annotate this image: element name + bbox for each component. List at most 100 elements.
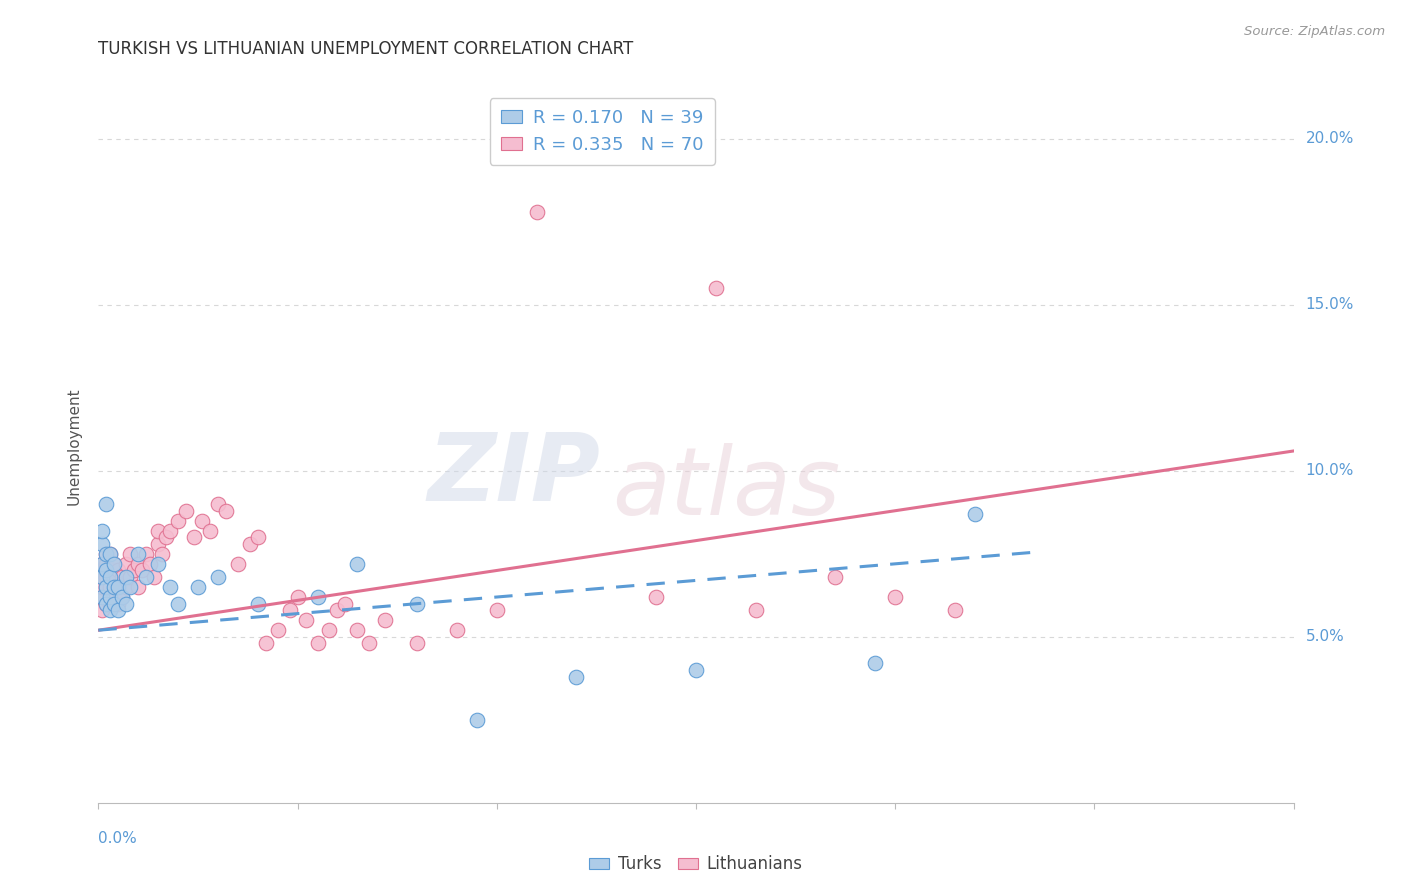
Point bbox=[107, 597, 129, 611]
Point bbox=[406, 597, 429, 611]
Point bbox=[167, 597, 190, 611]
Point bbox=[346, 557, 368, 571]
Point bbox=[98, 603, 122, 617]
Point bbox=[884, 590, 907, 604]
Point bbox=[465, 713, 488, 727]
Point bbox=[187, 580, 209, 594]
Point bbox=[98, 547, 122, 561]
Point bbox=[215, 504, 238, 518]
Point bbox=[150, 547, 173, 561]
Point bbox=[287, 590, 309, 604]
Point bbox=[226, 557, 249, 571]
Point bbox=[96, 597, 118, 611]
Point bbox=[198, 524, 221, 538]
Legend: Turks, Lithuanians: Turks, Lithuanians bbox=[583, 849, 808, 880]
Point bbox=[96, 570, 118, 584]
Point bbox=[278, 603, 301, 617]
Point bbox=[159, 524, 181, 538]
Point bbox=[139, 557, 162, 571]
Point bbox=[91, 524, 114, 538]
Point bbox=[143, 570, 166, 584]
Point bbox=[96, 580, 118, 594]
Text: atlas: atlas bbox=[612, 443, 841, 534]
Y-axis label: Unemployment: Unemployment bbox=[66, 387, 82, 505]
Point bbox=[318, 624, 340, 638]
Point bbox=[120, 570, 142, 584]
Point bbox=[485, 603, 508, 617]
Point bbox=[159, 580, 181, 594]
Point bbox=[565, 670, 588, 684]
Point bbox=[191, 514, 214, 528]
Point bbox=[131, 564, 153, 578]
Point bbox=[111, 590, 134, 604]
Point bbox=[96, 580, 118, 594]
Text: 5.0%: 5.0% bbox=[1305, 630, 1344, 644]
Point bbox=[98, 547, 122, 561]
Point bbox=[526, 205, 548, 219]
Point bbox=[96, 564, 118, 578]
Point bbox=[374, 613, 396, 627]
Point bbox=[167, 514, 190, 528]
Point bbox=[96, 557, 118, 571]
Point bbox=[254, 636, 277, 650]
Point bbox=[98, 597, 122, 611]
Point bbox=[127, 557, 149, 571]
Point bbox=[207, 570, 229, 584]
Point bbox=[406, 636, 429, 650]
Point bbox=[294, 613, 316, 627]
Point bbox=[307, 636, 329, 650]
Point bbox=[824, 570, 846, 584]
Point bbox=[115, 557, 138, 571]
Point bbox=[96, 547, 118, 561]
Point bbox=[103, 590, 125, 604]
Point bbox=[446, 624, 468, 638]
Point bbox=[98, 590, 122, 604]
Point bbox=[96, 597, 118, 611]
Point bbox=[174, 504, 197, 518]
Point bbox=[91, 570, 114, 584]
Text: Source: ZipAtlas.com: Source: ZipAtlas.com bbox=[1244, 25, 1385, 38]
Text: 0.0%: 0.0% bbox=[98, 831, 138, 847]
Point bbox=[91, 603, 114, 617]
Point bbox=[103, 597, 125, 611]
Point bbox=[267, 624, 290, 638]
Point bbox=[685, 663, 707, 677]
Point bbox=[91, 580, 114, 594]
Point bbox=[103, 557, 125, 571]
Point bbox=[963, 507, 986, 521]
Point bbox=[115, 580, 138, 594]
Point bbox=[359, 636, 381, 650]
Point bbox=[335, 597, 357, 611]
Point bbox=[239, 537, 262, 551]
Point bbox=[107, 564, 129, 578]
Point bbox=[148, 524, 170, 538]
Point bbox=[207, 497, 229, 511]
Point bbox=[107, 580, 129, 594]
Point bbox=[148, 557, 170, 571]
Point bbox=[307, 590, 329, 604]
Point bbox=[135, 547, 157, 561]
Point bbox=[115, 570, 138, 584]
Point bbox=[127, 580, 149, 594]
Point bbox=[98, 564, 122, 578]
Point bbox=[111, 570, 134, 584]
Point bbox=[91, 590, 114, 604]
Point bbox=[155, 530, 177, 544]
Point bbox=[135, 570, 157, 584]
Point bbox=[120, 580, 142, 594]
Point bbox=[704, 281, 727, 295]
Point bbox=[103, 580, 125, 594]
Text: TURKISH VS LITHUANIAN UNEMPLOYMENT CORRELATION CHART: TURKISH VS LITHUANIAN UNEMPLOYMENT CORRE… bbox=[98, 40, 634, 58]
Point bbox=[96, 547, 118, 561]
Point bbox=[91, 557, 114, 571]
Point bbox=[98, 580, 122, 594]
Point bbox=[246, 530, 269, 544]
Text: 10.0%: 10.0% bbox=[1305, 463, 1354, 478]
Point bbox=[103, 570, 125, 584]
Point bbox=[645, 590, 668, 604]
Point bbox=[246, 597, 269, 611]
Point bbox=[115, 597, 138, 611]
Point bbox=[91, 537, 114, 551]
Point bbox=[91, 570, 114, 584]
Point bbox=[120, 547, 142, 561]
